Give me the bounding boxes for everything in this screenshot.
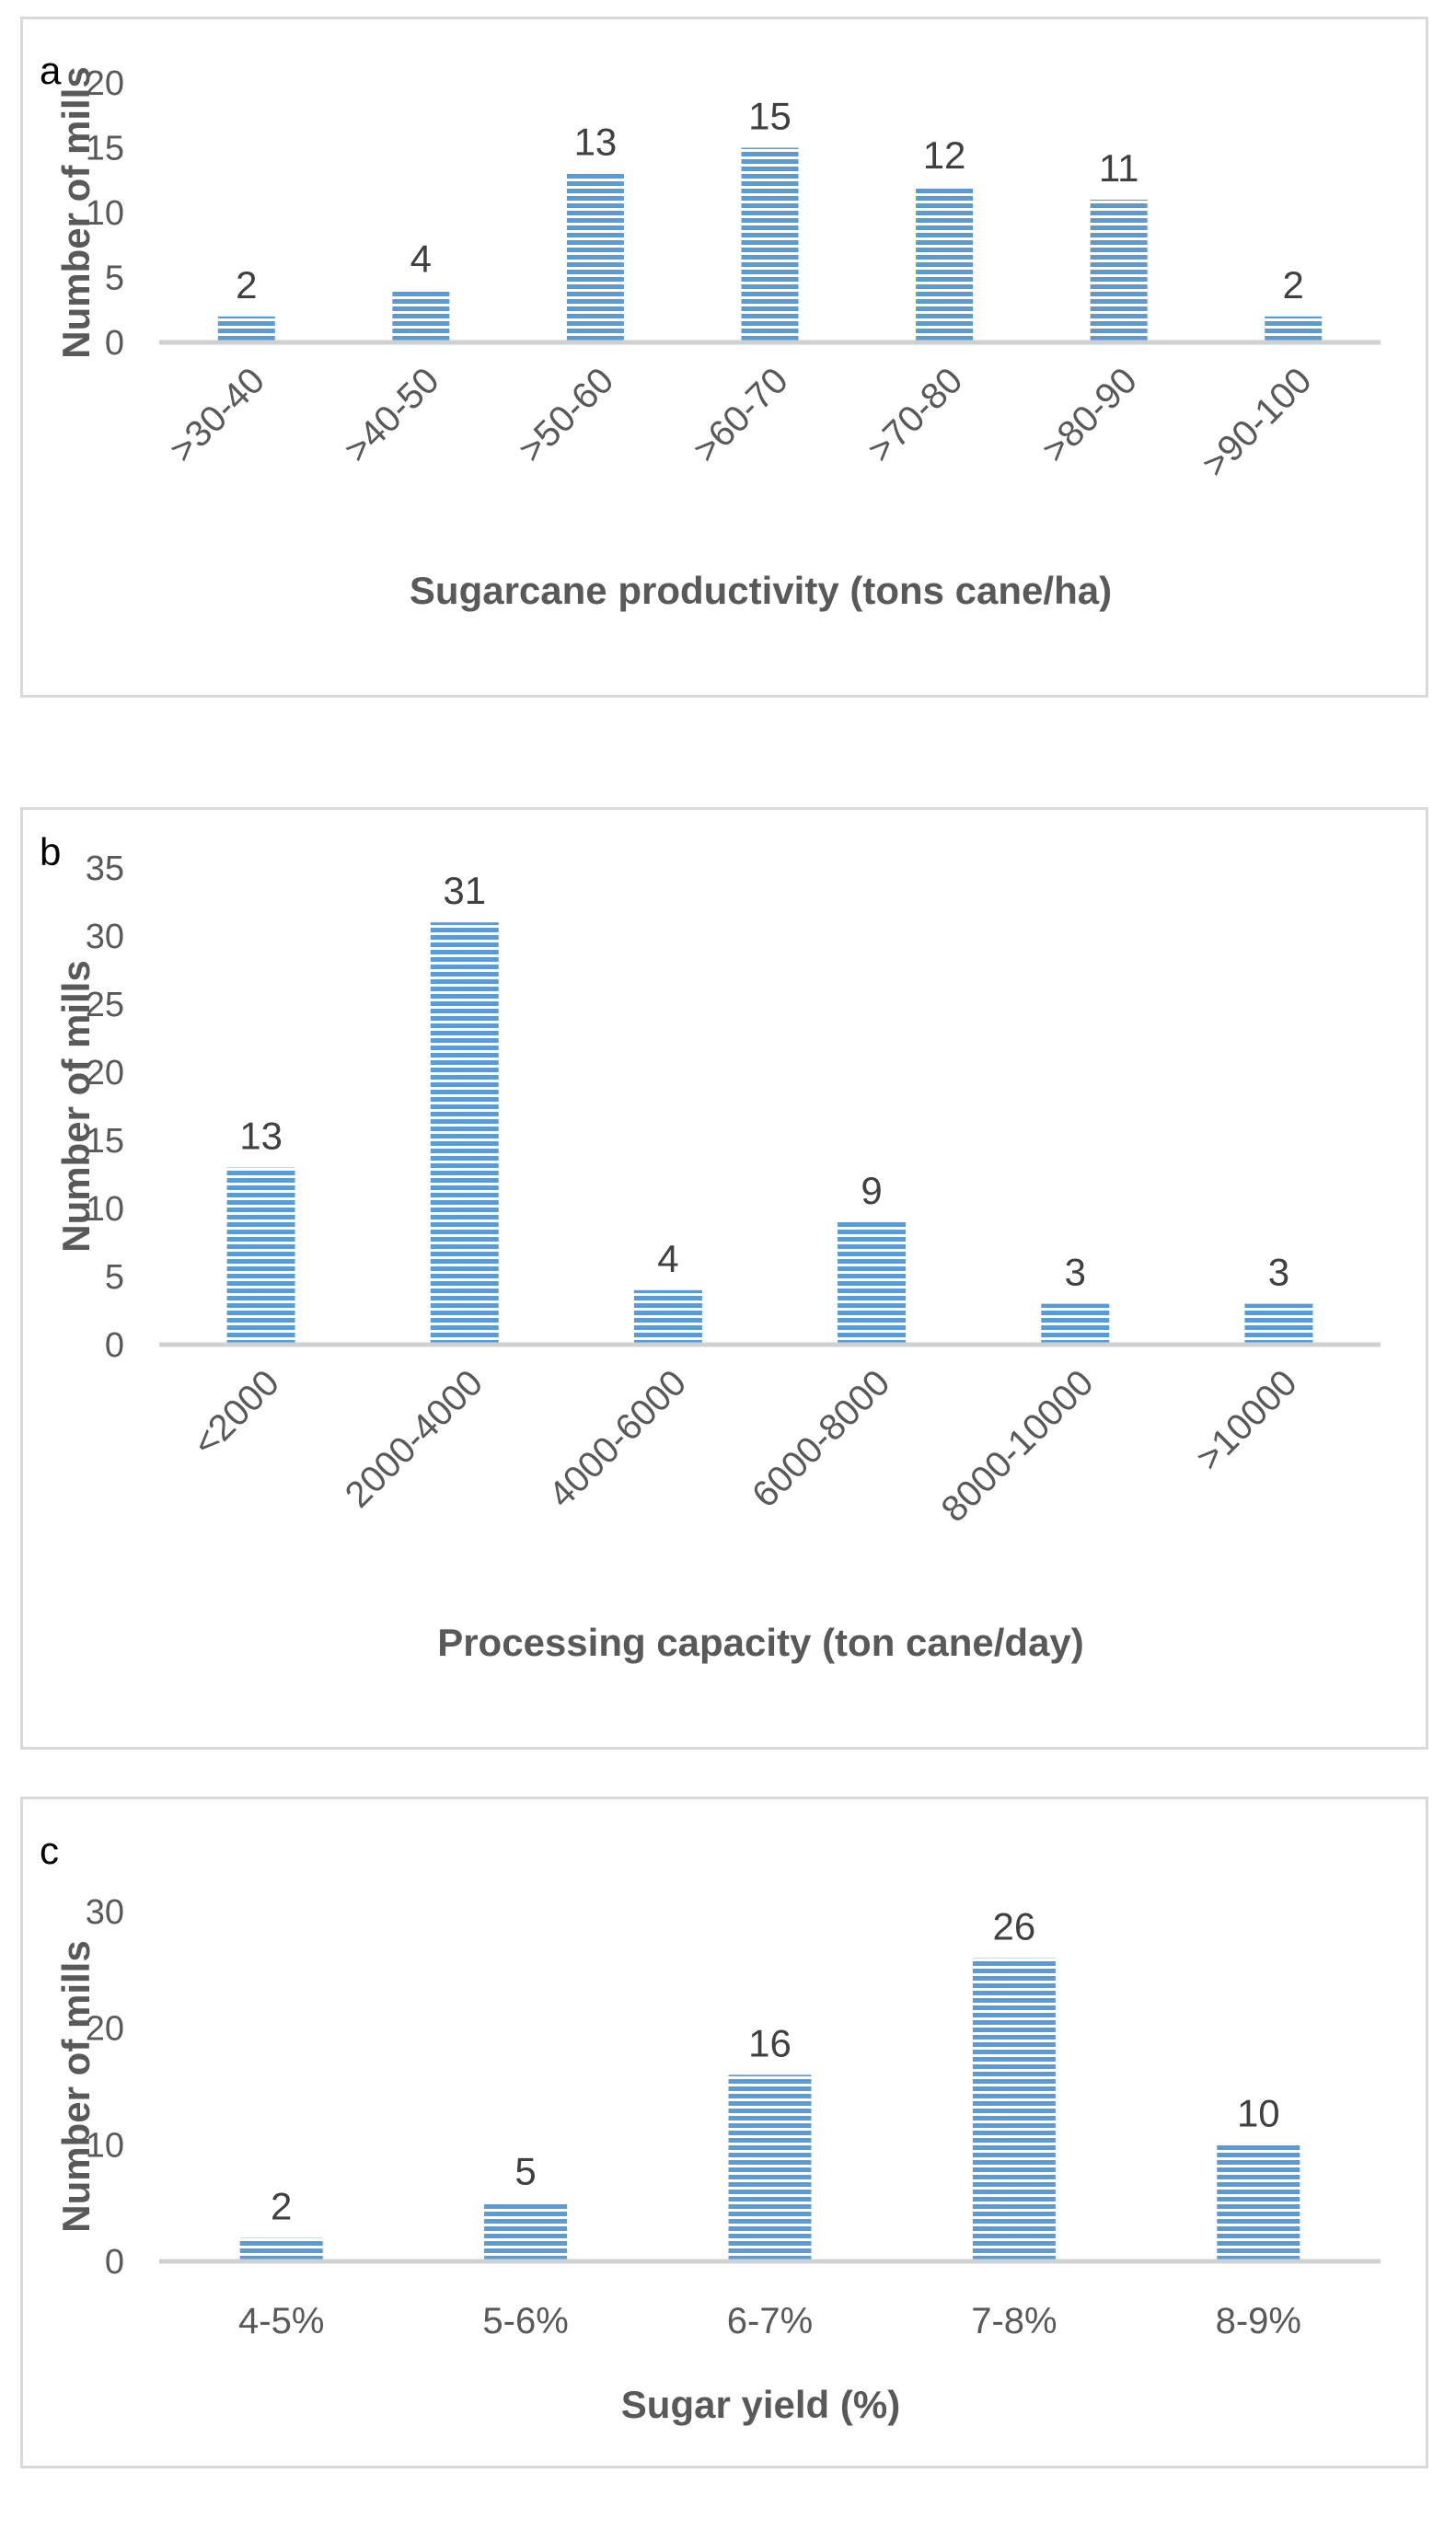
panel-letter: a: [40, 49, 62, 92]
y-tick-label: 10: [86, 1190, 124, 1229]
y-tick-label: 15: [86, 130, 124, 168]
bar: [1090, 199, 1148, 342]
y-tick-label: 10: [86, 194, 124, 233]
chart-c: c 0 10 20 30 Number of mills 2 5 16 26 10 4-5% 5-6% 6…: [40, 1829, 1381, 2426]
x-tick-label: >80-90: [1034, 360, 1145, 470]
x-tick-label: 8-9%: [1216, 2301, 1301, 2341]
data-label: 5: [514, 2150, 536, 2193]
y-axis-title: Number of mills: [54, 66, 98, 358]
x-tick-label: 8000-10000: [934, 1362, 1102, 1530]
x-tick-label: >30-40: [162, 360, 272, 470]
data-label: 15: [748, 95, 792, 138]
y-tick-label: 0: [105, 2243, 124, 2282]
y-tick-label: 30: [86, 918, 124, 956]
x-tick-label: >70-80: [860, 360, 970, 470]
chart-panel-c: c 0 10 20 30 Number of mills 2 5 16 26 10 4-5% 5-6% 6…: [20, 1797, 1428, 2468]
x-tick-label: 7-8%: [971, 2301, 1057, 2341]
x-tick-label: 5-6%: [482, 2301, 568, 2341]
y-tick-label: 25: [86, 986, 124, 1024]
bar: [430, 922, 499, 1345]
y-tick-label: 10: [86, 2126, 124, 2165]
data-label: 4: [657, 1237, 678, 1280]
bar: [916, 186, 974, 342]
data-label: 3: [1065, 1251, 1086, 1294]
y-tick-label: 20: [86, 1054, 124, 1092]
x-tick-label: <2000: [185, 1362, 287, 1464]
y-tick-label: 30: [86, 1893, 124, 1932]
bar: [392, 290, 450, 342]
y-tick-label: 5: [105, 260, 124, 298]
bar: [1265, 316, 1323, 342]
data-label: 2: [1283, 263, 1304, 306]
data-label: 11: [1099, 146, 1139, 190]
x-tick-label: >40-50: [337, 360, 447, 470]
y-tick-label: 20: [86, 64, 124, 103]
y-axis-title: Number of mills: [54, 960, 98, 1252]
x-axis-title: Sugarcane productivity (tons cane/ha): [410, 569, 1112, 612]
bar: [217, 316, 275, 342]
data-label: 3: [1268, 1251, 1289, 1294]
x-tick-label: 4-5%: [238, 2301, 324, 2341]
chart-panel-b: b 0 5 10 15 20 25 30 35 Number of mills 13 31 4 9 3 3 <2…: [20, 807, 1428, 1750]
panel-letter: b: [40, 830, 61, 873]
bar: [1217, 2144, 1300, 2261]
x-tick-label: >90-100: [1195, 360, 1320, 485]
x-axis-title: Sugar yield (%): [621, 2383, 900, 2426]
bar: [484, 2202, 568, 2261]
y-tick-label: 15: [86, 1122, 124, 1161]
panel-letter: c: [40, 1829, 59, 1872]
data-label: 12: [923, 133, 966, 177]
x-tick-label: 2000-4000: [338, 1362, 491, 1515]
data-label: 2: [271, 2185, 292, 2228]
x-tick-label: >60-70: [686, 360, 796, 470]
chart-panel-a: a 0 5 10 15 20 Number of mills 2 4 13 15 12 11 2 >30-4…: [20, 17, 1428, 698]
data-label: 9: [861, 1169, 882, 1212]
bar: [239, 2237, 323, 2261]
x-tick-label: >10000: [1188, 1362, 1304, 1478]
x-tick-label: 4000-6000: [541, 1362, 694, 1515]
bar: [1041, 1303, 1110, 1345]
bar: [1244, 1303, 1313, 1345]
data-label: 4: [410, 237, 432, 281]
y-tick-label: 0: [105, 324, 124, 363]
bar: [838, 1221, 907, 1345]
bar: [633, 1289, 702, 1345]
data-label: 13: [574, 121, 618, 164]
bar: [566, 173, 624, 342]
y-tick-label: 5: [105, 1258, 124, 1297]
data-label: 13: [239, 1115, 283, 1158]
data-label: 31: [443, 869, 486, 912]
x-tick-label: 6000-8000: [745, 1362, 897, 1515]
bar: [728, 2074, 812, 2261]
y-tick-label: 20: [86, 2010, 124, 2049]
y-tick-label: 35: [86, 849, 124, 888]
data-label: 26: [993, 1905, 1036, 1948]
data-label: 10: [1237, 2091, 1280, 2134]
bar: [741, 147, 799, 342]
x-tick-label: >50-60: [511, 360, 621, 470]
y-axis-title: Number of mills: [54, 1940, 98, 2232]
bar: [972, 1958, 1056, 2261]
data-label: 2: [236, 263, 257, 306]
data-label: 16: [748, 2021, 792, 2064]
bar: [226, 1167, 295, 1345]
x-axis-title: Processing capacity (ton cane/day): [437, 1621, 1084, 1664]
y-tick-label: 0: [105, 1326, 124, 1365]
x-tick-label: 6-7%: [727, 2301, 813, 2341]
